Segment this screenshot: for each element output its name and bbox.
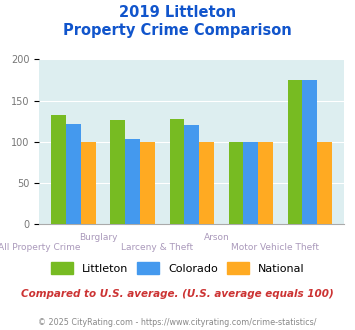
Bar (81, 142, 96, 224)
Text: 2019 Littleton: 2019 Littleton (119, 5, 236, 20)
Legend: Littleton, Colorado, National: Littleton, Colorado, National (46, 258, 309, 278)
Bar (288, 80, 302, 224)
Text: All Property Crime: All Property Crime (0, 243, 80, 251)
Bar (66, 124, 81, 224)
Text: Burglary: Burglary (79, 233, 118, 242)
Text: Motor Vehicle Theft: Motor Vehicle Theft (231, 243, 320, 251)
Bar (229, 142, 244, 224)
Bar (302, 80, 317, 224)
Bar (244, 142, 258, 224)
Bar (199, 142, 214, 224)
Bar (170, 119, 184, 224)
Bar (51, 115, 66, 224)
Text: Larceny & Theft: Larceny & Theft (121, 243, 193, 251)
Text: Compared to U.S. average. (U.S. average equals 100): Compared to U.S. average. (U.S. average … (21, 289, 334, 299)
Text: © 2025 CityRating.com - https://www.cityrating.com/crime-statistics/: © 2025 CityRating.com - https://www.city… (38, 318, 317, 327)
Bar (258, 142, 273, 224)
Text: Arson: Arson (203, 233, 229, 242)
Bar (140, 142, 155, 224)
Bar (317, 142, 332, 224)
Bar (110, 120, 125, 224)
Bar (184, 125, 199, 224)
Text: Property Crime Comparison: Property Crime Comparison (63, 23, 292, 38)
Bar (125, 139, 140, 224)
